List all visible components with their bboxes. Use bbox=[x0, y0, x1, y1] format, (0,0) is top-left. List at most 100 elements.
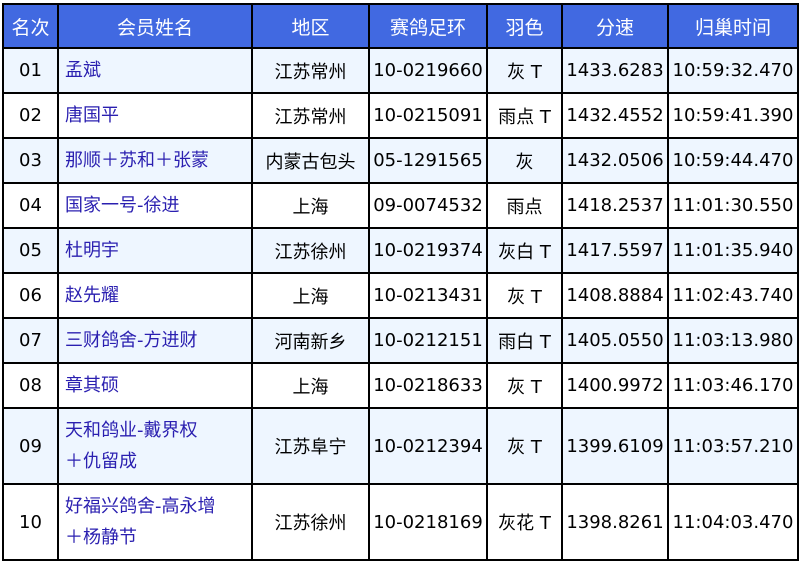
feather-color-cell: 灰花 T bbox=[486, 483, 563, 561]
speed-cell: 1398.8261 bbox=[561, 483, 669, 561]
region-cell: 河南新乡 bbox=[251, 317, 370, 364]
header-region: 地区 bbox=[251, 3, 370, 49]
rank-cell: 07 bbox=[2, 317, 59, 364]
member-name-line: 唐国平 bbox=[65, 105, 119, 126]
arrival-time-cell: 11:04:03.470 bbox=[667, 483, 799, 561]
member-name-cell: 杜明宇 bbox=[57, 227, 253, 274]
feather-color-cell: 灰 T bbox=[486, 272, 563, 319]
header-feather-color: 羽色 bbox=[486, 3, 563, 49]
table-row: 10 好福兴鸽舍-高永增 ＋杨静节 江苏徐州 10-0218169 灰花 T 1398.82… bbox=[2, 483, 799, 561]
member-name-line: ＋杨静节 bbox=[65, 527, 137, 548]
feather-color-cell: 雨点 bbox=[486, 182, 563, 229]
member-name-line: 孟斌 bbox=[65, 60, 101, 81]
member-name-cell: 赵先耀 bbox=[57, 272, 253, 319]
member-name-cell: 国家一号-徐进 bbox=[57, 182, 253, 229]
table-row: 05 杜明宇 江苏徐州 10-0219374 灰白 T 1417.5597 11:01:35… bbox=[2, 227, 799, 274]
arrival-time-cell: 10:59:32.470 bbox=[667, 47, 799, 94]
arrival-time-cell: 11:03:46.170 bbox=[667, 362, 799, 409]
member-name-line: 天和鸽业-戴界权 bbox=[65, 420, 198, 441]
region-cell: 江苏阜宁 bbox=[251, 407, 370, 485]
arrival-time-cell: 11:03:13.980 bbox=[667, 317, 799, 364]
race-results-table: 名次 会员姓名 地区 赛鸽足环 羽色 分速 归巢时间 01 孟斌 江苏常州 10-02… bbox=[2, 3, 799, 561]
table-row: 03 那顺＋苏和＋张蒙 内蒙古包头 05-1291565 灰 1432.0506 10:59… bbox=[2, 137, 799, 184]
speed-cell: 1408.8884 bbox=[561, 272, 669, 319]
feather-color-cell: 灰白 T bbox=[486, 227, 563, 274]
rank-cell: 09 bbox=[2, 407, 59, 485]
speed-cell: 1405.0550 bbox=[561, 317, 669, 364]
table-row: 04 国家一号-徐进 上海 09-0074532 雨点 1418.2537 11:01:30… bbox=[2, 182, 799, 229]
member-name-line: ＋仇留成 bbox=[65, 451, 137, 472]
region-cell: 江苏常州 bbox=[251, 92, 370, 139]
table-row: 06 赵先耀 上海 10-0213431 灰 T 1408.8884 11:02:43.74… bbox=[2, 272, 799, 319]
member-name-line: 国家一号-徐进 bbox=[65, 195, 180, 216]
ring-cell: 10-0212151 bbox=[368, 317, 488, 364]
speed-cell: 1399.6109 bbox=[561, 407, 669, 485]
region-cell: 上海 bbox=[251, 362, 370, 409]
rank-cell: 08 bbox=[2, 362, 59, 409]
arrival-time-cell: 11:01:35.940 bbox=[667, 227, 799, 274]
header-arrival-time: 归巢时间 bbox=[667, 3, 799, 49]
member-name-cell: 唐国平 bbox=[57, 92, 253, 139]
rank-cell: 10 bbox=[2, 483, 59, 561]
arrival-time-cell: 11:03:57.210 bbox=[667, 407, 799, 485]
table-row: 01 孟斌 江苏常州 10-0219660 灰 T 1433.6283 10:59:32.4… bbox=[2, 47, 799, 94]
table-row: 07 三财鸽舍-方进财 河南新乡 10-0212151 雨白 T 1405.0550 11:… bbox=[2, 317, 799, 364]
rank-cell: 04 bbox=[2, 182, 59, 229]
header-speed: 分速 bbox=[561, 3, 669, 49]
speed-cell: 1417.5597 bbox=[561, 227, 669, 274]
header-member-name: 会员姓名 bbox=[57, 3, 253, 49]
feather-color-cell: 灰 T bbox=[486, 47, 563, 94]
ring-cell: 10-0218169 bbox=[368, 483, 488, 561]
member-name-line: 三财鸽舍-方进财 bbox=[65, 330, 198, 351]
speed-cell: 1433.6283 bbox=[561, 47, 669, 94]
table-row: 02 唐国平 江苏常州 10-0215091 雨点 T 1432.4552 10:59:41… bbox=[2, 92, 799, 139]
region-cell: 江苏徐州 bbox=[251, 483, 370, 561]
header-ring: 赛鸽足环 bbox=[368, 3, 488, 49]
member-name-cell: 章其硕 bbox=[57, 362, 253, 409]
ring-cell: 10-0218633 bbox=[368, 362, 488, 409]
rank-cell: 01 bbox=[2, 47, 59, 94]
ring-cell: 09-0074532 bbox=[368, 182, 488, 229]
rank-cell: 03 bbox=[2, 137, 59, 184]
region-cell: 江苏徐州 bbox=[251, 227, 370, 274]
speed-cell: 1432.4552 bbox=[561, 92, 669, 139]
member-name-line: 那顺＋苏和＋张蒙 bbox=[65, 150, 209, 171]
speed-cell: 1400.9972 bbox=[561, 362, 669, 409]
header-row: 名次 会员姓名 地区 赛鸽足环 羽色 分速 归巢时间 bbox=[2, 3, 799, 49]
speed-cell: 1418.2537 bbox=[561, 182, 669, 229]
rank-cell: 06 bbox=[2, 272, 59, 319]
member-name-cell: 三财鸽舍-方进财 bbox=[57, 317, 253, 364]
feather-color-cell: 灰 bbox=[486, 137, 563, 184]
member-name-line: 杜明宇 bbox=[65, 240, 119, 261]
feather-color-cell: 雨白 T bbox=[486, 317, 563, 364]
ring-cell: 10-0219660 bbox=[368, 47, 488, 94]
arrival-time-cell: 10:59:41.390 bbox=[667, 92, 799, 139]
ring-cell: 05-1291565 bbox=[368, 137, 488, 184]
ring-cell: 10-0212394 bbox=[368, 407, 488, 485]
member-name-line: 章其硕 bbox=[65, 375, 119, 396]
speed-cell: 1432.0506 bbox=[561, 137, 669, 184]
rank-cell: 02 bbox=[2, 92, 59, 139]
region-cell: 内蒙古包头 bbox=[251, 137, 370, 184]
region-cell: 上海 bbox=[251, 272, 370, 319]
table-row: 09 天和鸽业-戴界权 ＋仇留成 江苏阜宁 10-0212394 灰 T 1399.6109… bbox=[2, 407, 799, 485]
table-row: 08 章其硕 上海 10-0218633 灰 T 1400.9972 11:03:46.17… bbox=[2, 362, 799, 409]
member-name-line: 好福兴鸽舍-高永增 bbox=[65, 496, 216, 517]
member-name-line: 赵先耀 bbox=[65, 285, 119, 306]
ring-cell: 10-0215091 bbox=[368, 92, 488, 139]
feather-color-cell: 雨点 T bbox=[486, 92, 563, 139]
feather-color-cell: 灰 T bbox=[486, 362, 563, 409]
region-cell: 上海 bbox=[251, 182, 370, 229]
arrival-time-cell: 11:02:43.740 bbox=[667, 272, 799, 319]
member-name-cell: 好福兴鸽舍-高永增 ＋杨静节 bbox=[57, 483, 253, 561]
ring-cell: 10-0213431 bbox=[368, 272, 488, 319]
member-name-cell: 孟斌 bbox=[57, 47, 253, 94]
rank-cell: 05 bbox=[2, 227, 59, 274]
member-name-cell: 天和鸽业-戴界权 ＋仇留成 bbox=[57, 407, 253, 485]
member-name-cell: 那顺＋苏和＋张蒙 bbox=[57, 137, 253, 184]
arrival-time-cell: 10:59:44.470 bbox=[667, 137, 799, 184]
region-cell: 江苏常州 bbox=[251, 47, 370, 94]
ring-cell: 10-0219374 bbox=[368, 227, 488, 274]
header-rank: 名次 bbox=[2, 3, 59, 49]
feather-color-cell: 灰 T bbox=[486, 407, 563, 485]
